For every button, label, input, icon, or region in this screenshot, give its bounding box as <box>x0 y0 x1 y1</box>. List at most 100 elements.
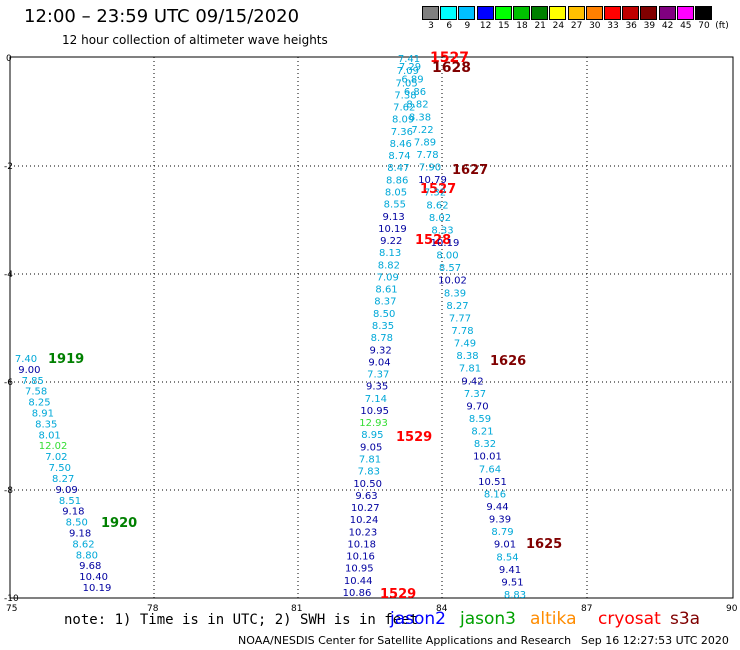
wave-height-value: 7.37 <box>367 370 389 381</box>
scale-label: 6 <box>446 21 453 31</box>
wave-height-value: 8.47 <box>387 163 409 174</box>
page-subtitle: 12 hour collection of altimeter wave hei… <box>62 33 328 47</box>
wave-height-value: 10.19 <box>83 583 112 594</box>
wave-height-value: 6.89 <box>401 75 423 86</box>
wave-height-value: 8.86 <box>386 175 408 186</box>
wave-height-value: 12.02 <box>39 441 68 452</box>
wave-height-value: 7.89 <box>414 137 436 148</box>
wave-height-value: 9.35 <box>366 382 388 393</box>
scale-swatch <box>549 6 567 20</box>
scale-label: 27 <box>570 21 583 31</box>
wave-height-value: 7.22 <box>411 125 433 136</box>
pass-label: 1625 <box>526 537 562 552</box>
scale-swatch <box>640 6 658 20</box>
wave-height-value: 7.41 <box>398 54 420 65</box>
scale-swatch <box>585 6 603 20</box>
pass-label: 1529 <box>380 587 416 602</box>
wave-height-value: 10.86 <box>343 588 372 599</box>
scale-label: 24 <box>552 21 565 31</box>
wave-height-value: 7.36 <box>391 127 413 138</box>
wave-height-value: 7.02 <box>45 452 67 463</box>
wave-height-value: 8.33 <box>431 225 453 236</box>
scale-label: 30 <box>589 21 601 31</box>
pass-label: 1528 <box>415 233 451 248</box>
wave-height-value: 7.05 <box>396 78 418 89</box>
wave-height-value: 8.50 <box>373 309 395 320</box>
wave-height-value: 7.50 <box>49 463 71 474</box>
latitude-tick-label: -10 <box>4 594 19 604</box>
pass-label: 1628 <box>432 60 471 76</box>
scale-swatch <box>622 6 640 20</box>
wave-height-value: 10.50 <box>353 479 382 490</box>
wave-height-value: 10.27 <box>351 503 380 514</box>
scale-swatch <box>567 6 585 20</box>
wave-height-value: 7.64 <box>479 464 501 475</box>
wave-height-value: 7.09 <box>377 272 399 283</box>
wave-height-value: 8.09 <box>392 115 414 126</box>
satellite-legend-item: altika <box>530 609 577 629</box>
wave-height-value: 9.22 <box>380 236 402 247</box>
scale-label: 70 <box>698 21 710 31</box>
wave-height-value: 8.13 <box>379 248 401 259</box>
wave-height-value: 7.38 <box>394 90 416 101</box>
wave-height-value: 9.32 <box>370 345 392 356</box>
scale-label: 21 <box>534 21 546 31</box>
wave-height-value: 8.74 <box>388 151 410 162</box>
scale-label: 33 <box>607 21 619 31</box>
wave-height-value: 9.51 <box>501 577 523 588</box>
pass-label: 1529 <box>396 430 432 445</box>
scale-label: 45 <box>680 21 692 31</box>
wave-height-value: 8.57 <box>439 263 461 274</box>
wave-height-value: 9.42 <box>461 376 483 387</box>
footer-note: note: 1) Time is in UTC; 2) SWH is in fe… <box>64 612 419 628</box>
wave-height-value: 10.40 <box>79 572 108 583</box>
longitude-tick-label: 87 <box>581 604 592 614</box>
scale-swatch <box>422 6 439 20</box>
wave-height-value: 8.00 <box>436 251 458 262</box>
page-title: 12:00 – 23:59 UTC 09/15/2020 <box>24 6 300 27</box>
wave-height-value: 10.95 <box>360 406 389 417</box>
wave-height-value: 8.05 <box>385 188 407 199</box>
wave-height-value: 7.81 <box>359 455 381 466</box>
wave-height-value: 9.68 <box>79 561 101 572</box>
wave-height-value: 9.70 <box>466 401 488 412</box>
satellite-legend-item: cryosat <box>598 609 661 629</box>
pass-label: 1919 <box>48 352 84 367</box>
wave-height-value: 10.01 <box>473 452 502 463</box>
scale-swatch <box>440 6 458 20</box>
latitude-tick-label: 0 <box>6 54 12 64</box>
wave-height-value: 7.90 <box>419 163 441 174</box>
wave-height-value: 7.37 <box>464 389 486 400</box>
pass-label: 1920 <box>101 516 137 531</box>
scale-label: 39 <box>643 21 656 31</box>
wave-height-value: 10.19 <box>378 224 407 235</box>
scale-label: 42 <box>661 21 674 31</box>
wave-height-value: 8.62 <box>72 539 94 550</box>
longitude-tick-label: 90 <box>726 604 738 614</box>
wave-height-value: 7.77 <box>449 313 471 324</box>
scale-swatch <box>604 6 621 20</box>
wave-height-value: 8.02 <box>429 213 451 224</box>
wave-height-value: 8.27 <box>446 301 468 312</box>
scale-swatch <box>658 6 676 20</box>
scale-label: 15 <box>498 21 510 31</box>
pass-label: 1626 <box>490 354 526 369</box>
credit-line: NOAA/NESDIS Center for Satellite Applica… <box>238 634 572 647</box>
wave-height-value: 7.78 <box>416 150 438 161</box>
wave-height-value: 7.81 <box>459 364 481 375</box>
generated-timestamp: Sep 16 12:27:53 UTC 2020 <box>581 634 729 647</box>
wave-height-value: 8.91 <box>32 409 54 420</box>
wave-height-value: 8.38 <box>456 351 478 362</box>
wave-height-value: 7.14 <box>365 394 387 405</box>
pass-label: 1527 <box>420 182 456 197</box>
wave-height-value: 8.62 <box>426 200 448 211</box>
wave-height-value: 7.78 <box>451 326 473 337</box>
wave-height-value: 8.78 <box>371 333 393 344</box>
wave-height-value: 8.35 <box>35 419 57 430</box>
wave-height-value: 8.95 <box>361 430 383 441</box>
wave-height-value: 8.55 <box>384 200 406 211</box>
wave-height-value: 7.09 <box>397 66 419 77</box>
scale-swatch <box>695 6 712 20</box>
wave-height-value: 8.82 <box>406 100 428 111</box>
